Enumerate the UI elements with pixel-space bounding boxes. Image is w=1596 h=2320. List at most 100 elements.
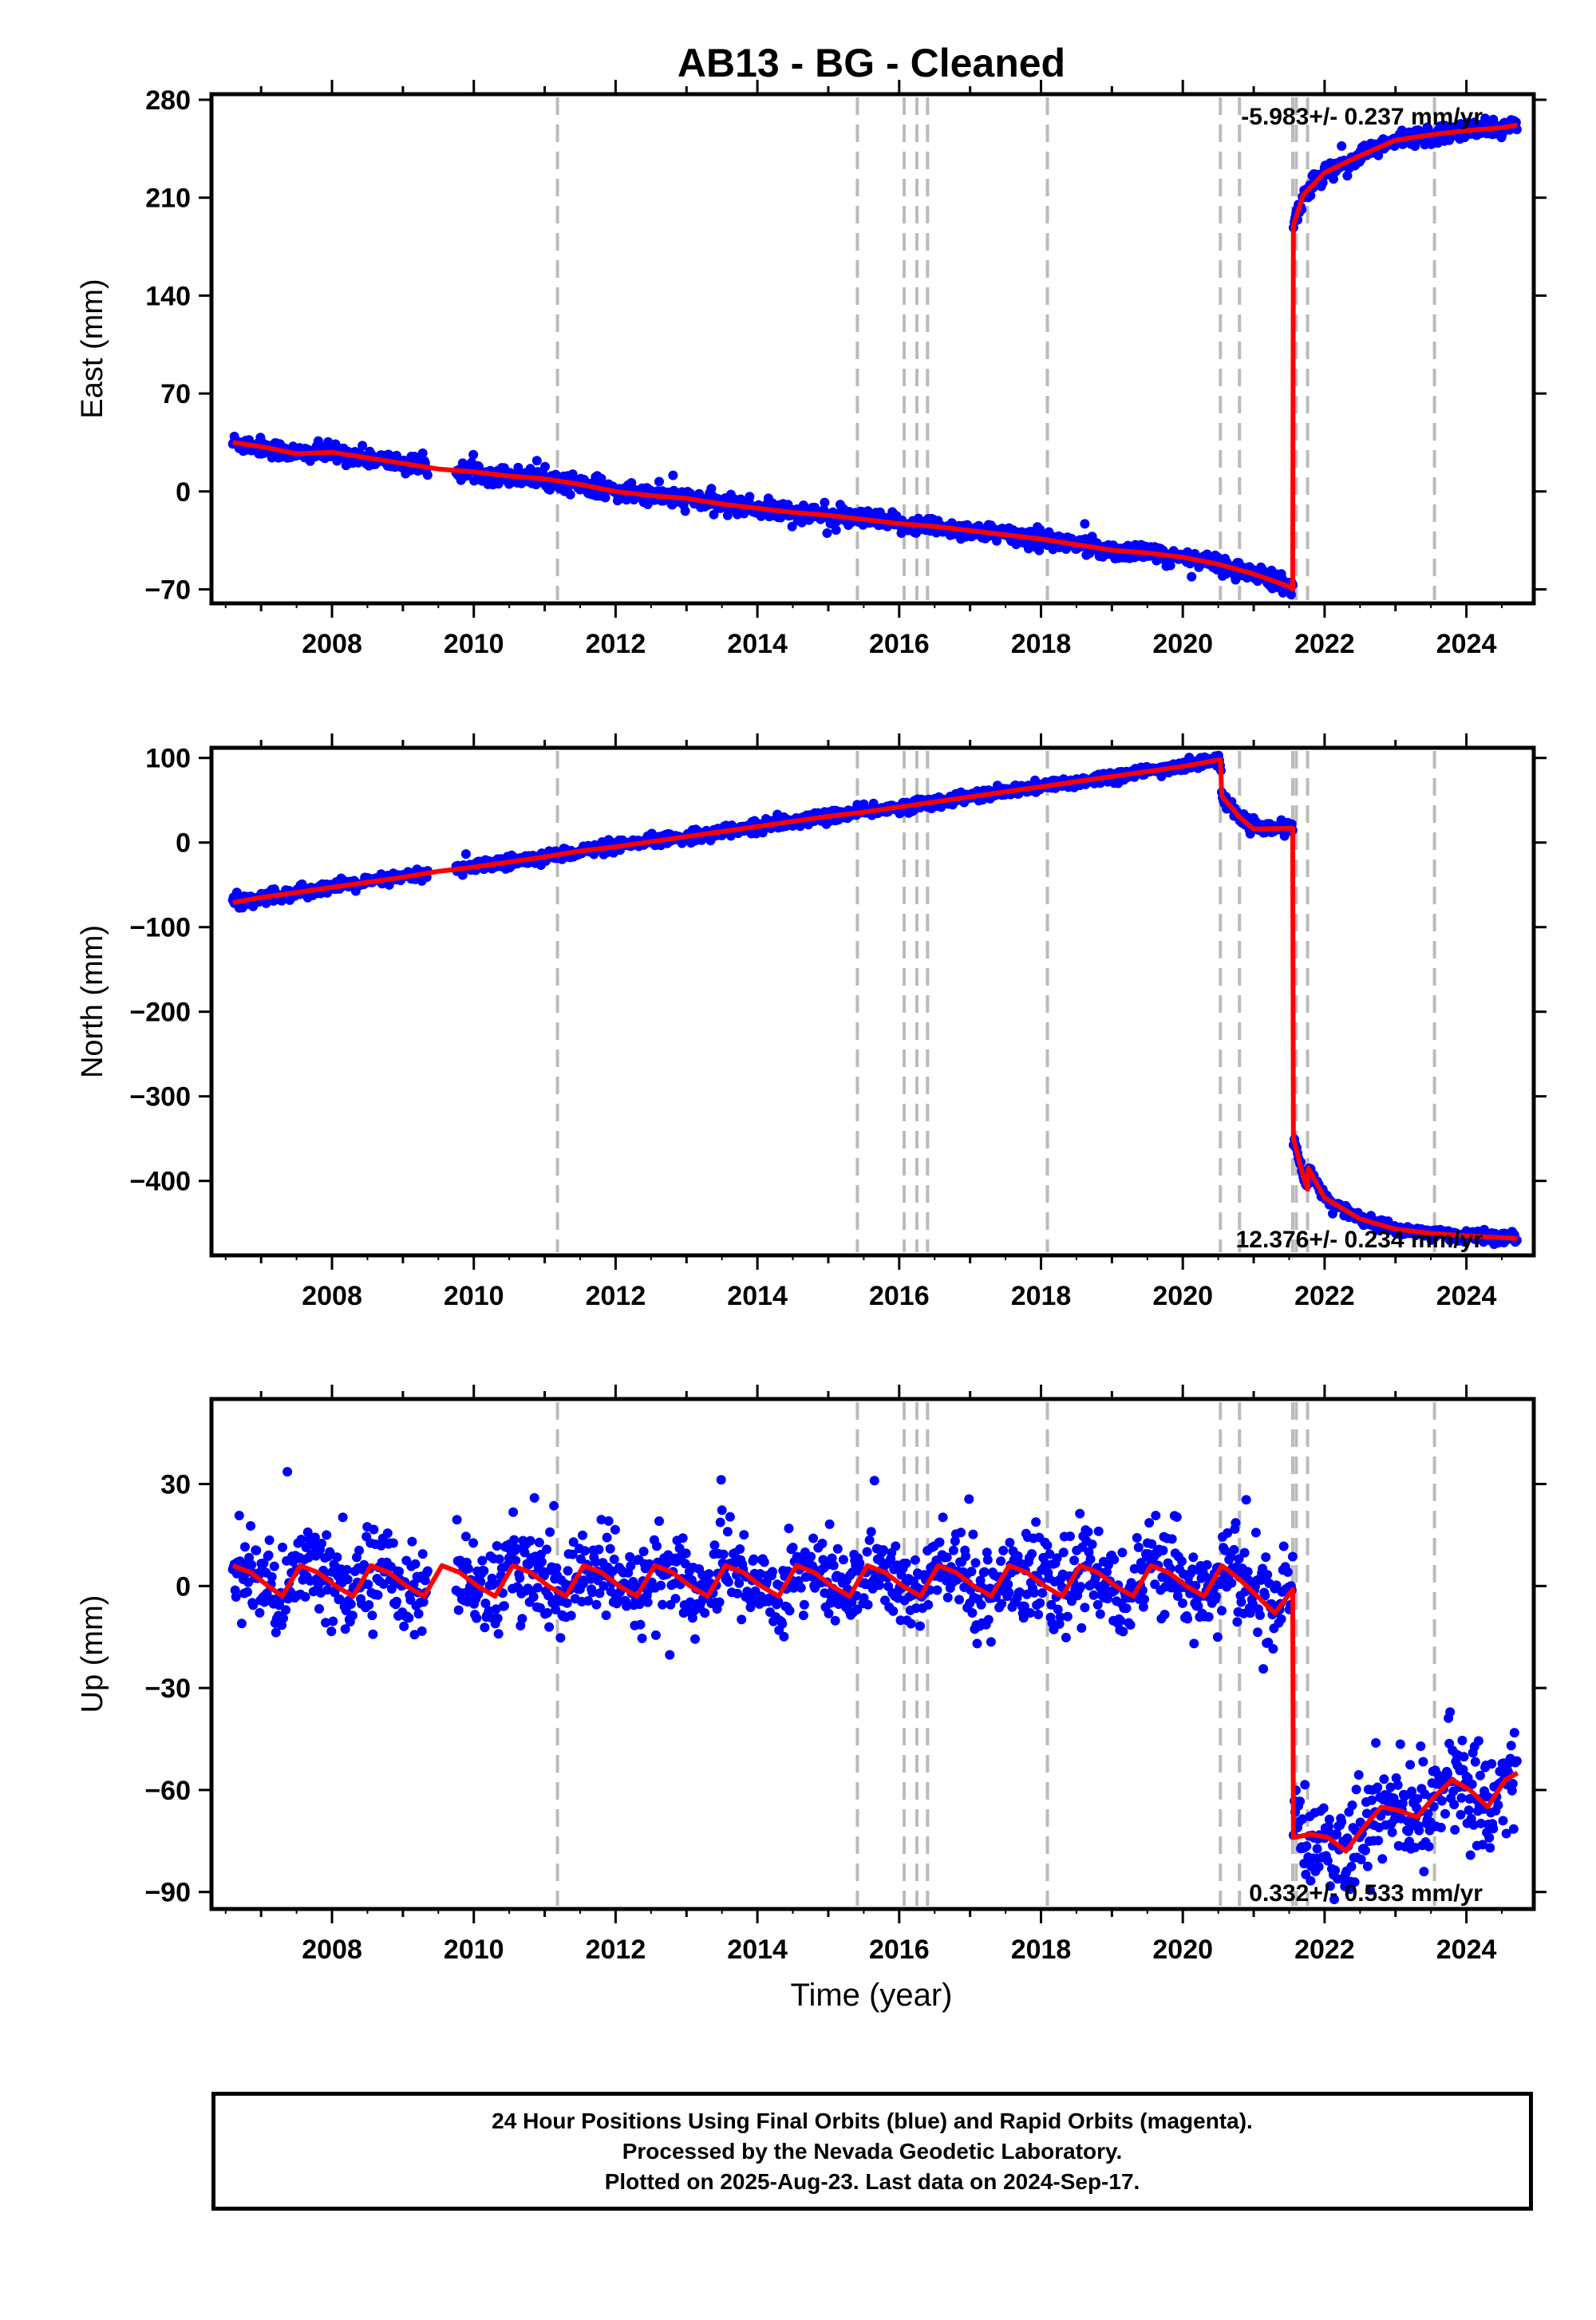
data-point xyxy=(1253,1627,1262,1638)
data-point xyxy=(246,1521,256,1531)
data-point xyxy=(1405,1760,1416,1770)
data-point xyxy=(1262,1570,1273,1580)
data-point xyxy=(862,1547,872,1557)
data-point xyxy=(690,1634,700,1644)
data-point xyxy=(715,1517,725,1528)
data-point xyxy=(1150,1579,1160,1590)
data-point xyxy=(1362,1861,1373,1871)
data-point xyxy=(817,1539,828,1548)
data-point xyxy=(1116,1615,1126,1626)
data-point xyxy=(665,1650,675,1660)
data-point xyxy=(869,1476,879,1486)
y-tick-label: 70 xyxy=(160,379,191,409)
data-point xyxy=(342,1564,352,1575)
x-tick-label: 2010 xyxy=(444,1935,504,1965)
data-point xyxy=(739,1530,749,1540)
data-point xyxy=(262,1588,272,1599)
data-point xyxy=(392,1596,401,1607)
data-point xyxy=(409,1630,420,1640)
data-point xyxy=(1347,1800,1357,1810)
data-point xyxy=(515,1573,525,1583)
data-point xyxy=(1456,1809,1466,1820)
data-point xyxy=(1324,1814,1334,1824)
data-point xyxy=(1118,1626,1128,1637)
data-point xyxy=(838,1555,848,1565)
data-point xyxy=(1445,1707,1456,1717)
x-tick-label: 2022 xyxy=(1294,1935,1355,1965)
data-point xyxy=(1187,571,1197,582)
footer-line-2: Processed by the Nevada Geodetic Laborat… xyxy=(622,2138,1123,2164)
data-point xyxy=(986,1637,996,1647)
data-point xyxy=(1323,1821,1333,1832)
data-point xyxy=(540,461,550,472)
data-point xyxy=(670,1594,681,1604)
data-point xyxy=(658,1599,668,1610)
data-point xyxy=(602,1532,612,1543)
data-point xyxy=(1418,1757,1428,1767)
data-point xyxy=(1178,1598,1187,1608)
y-axis-label: North (mm) xyxy=(76,925,109,1078)
data-point xyxy=(453,1605,464,1615)
data-point xyxy=(1449,1800,1460,1810)
model-fit-line xyxy=(231,1563,1519,1854)
data-point xyxy=(1239,1547,1250,1558)
data-point xyxy=(591,1599,602,1610)
data-point xyxy=(1158,1545,1168,1555)
model-fit-line xyxy=(232,757,1518,1241)
data-point xyxy=(851,1591,862,1601)
data-point xyxy=(407,1536,417,1547)
data-point xyxy=(596,1515,606,1525)
data-point xyxy=(251,1545,262,1555)
rate-annotation: 12.376+/- 0.234 mm/yr xyxy=(1236,1227,1483,1253)
data-point xyxy=(1019,1601,1029,1611)
data-point xyxy=(735,1544,745,1554)
data-point xyxy=(768,1567,777,1577)
data-point xyxy=(596,473,606,484)
data-point xyxy=(566,1611,576,1621)
data-point xyxy=(1231,1518,1241,1528)
data-point xyxy=(976,1599,986,1610)
footer-caption-box: 24 Hour Positions Using Final Orbits (bl… xyxy=(211,2092,1533,2211)
data-point xyxy=(281,1605,291,1615)
data-point xyxy=(310,1532,320,1543)
data-point xyxy=(271,1627,281,1638)
data-point xyxy=(347,1611,358,1621)
data-point xyxy=(975,1575,986,1586)
data-point xyxy=(282,1467,293,1477)
x-tick-label: 2024 xyxy=(1436,629,1497,659)
y-tick-label: −300 xyxy=(129,1082,191,1113)
data-point xyxy=(1109,1555,1120,1565)
data-point xyxy=(1493,1800,1503,1810)
data-point xyxy=(734,1578,745,1588)
y-axis-label: Up (mm) xyxy=(76,1595,109,1713)
x-axis-label: Time (year) xyxy=(791,1978,953,2013)
y-axis-label: East (mm) xyxy=(76,279,109,418)
data-point xyxy=(961,1551,971,1561)
data-point xyxy=(267,1571,277,1582)
data-point xyxy=(709,509,719,520)
data-point xyxy=(788,1543,798,1552)
data-point xyxy=(622,1601,632,1611)
data-point xyxy=(1457,1735,1468,1745)
data-point xyxy=(868,798,879,808)
data-point xyxy=(1159,1610,1170,1619)
data-point xyxy=(1300,1780,1310,1790)
data-point xyxy=(749,1554,759,1564)
data-point xyxy=(1202,1559,1212,1570)
data-point xyxy=(404,1613,414,1623)
data-point xyxy=(1337,1816,1347,1827)
data-point xyxy=(864,1535,875,1545)
data-point xyxy=(279,1613,288,1623)
data-point xyxy=(1258,1664,1269,1674)
x-tick-label: 2008 xyxy=(302,1935,362,1965)
data-point xyxy=(480,1622,490,1633)
x-tick-label: 2018 xyxy=(1011,629,1072,659)
data-point xyxy=(737,1615,747,1625)
rate-annotation: -5.983+/- 0.237 mm/yr xyxy=(1241,104,1483,130)
data-point xyxy=(932,1585,942,1595)
data-point xyxy=(1189,1638,1199,1649)
data-point xyxy=(668,470,678,480)
data-point xyxy=(248,1600,259,1611)
data-point xyxy=(1332,1829,1342,1840)
data-point xyxy=(1423,1808,1433,1819)
